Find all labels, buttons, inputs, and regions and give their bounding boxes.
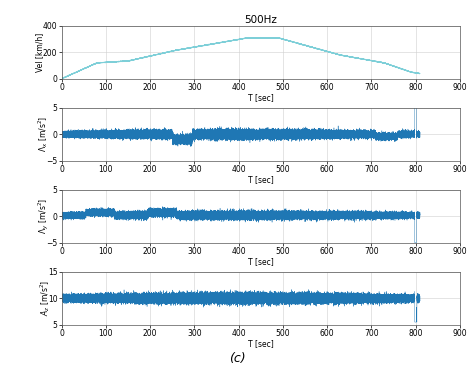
Y-axis label: $\Lambda_x\ \mathsf{[m/s^2]}$: $\Lambda_x\ \mathsf{[m/s^2]}$ (36, 116, 50, 152)
Title: 500Hz: 500Hz (244, 15, 277, 25)
Y-axis label: Vel [km/h]: Vel [km/h] (36, 32, 45, 72)
X-axis label: T [sec]: T [sec] (248, 175, 273, 184)
X-axis label: T [sec]: T [sec] (248, 93, 273, 102)
X-axis label: T [sec]: T [sec] (248, 257, 273, 266)
Text: (c): (c) (228, 352, 246, 365)
Y-axis label: $A_z\ \mathsf{[m/s^2]}$: $A_z\ \mathsf{[m/s^2]}$ (38, 280, 52, 316)
Y-axis label: $\Lambda_y\ \mathsf{[m/s^2]}$: $\Lambda_y\ \mathsf{[m/s^2]}$ (36, 198, 51, 234)
X-axis label: T [sec]: T [sec] (248, 339, 273, 348)
